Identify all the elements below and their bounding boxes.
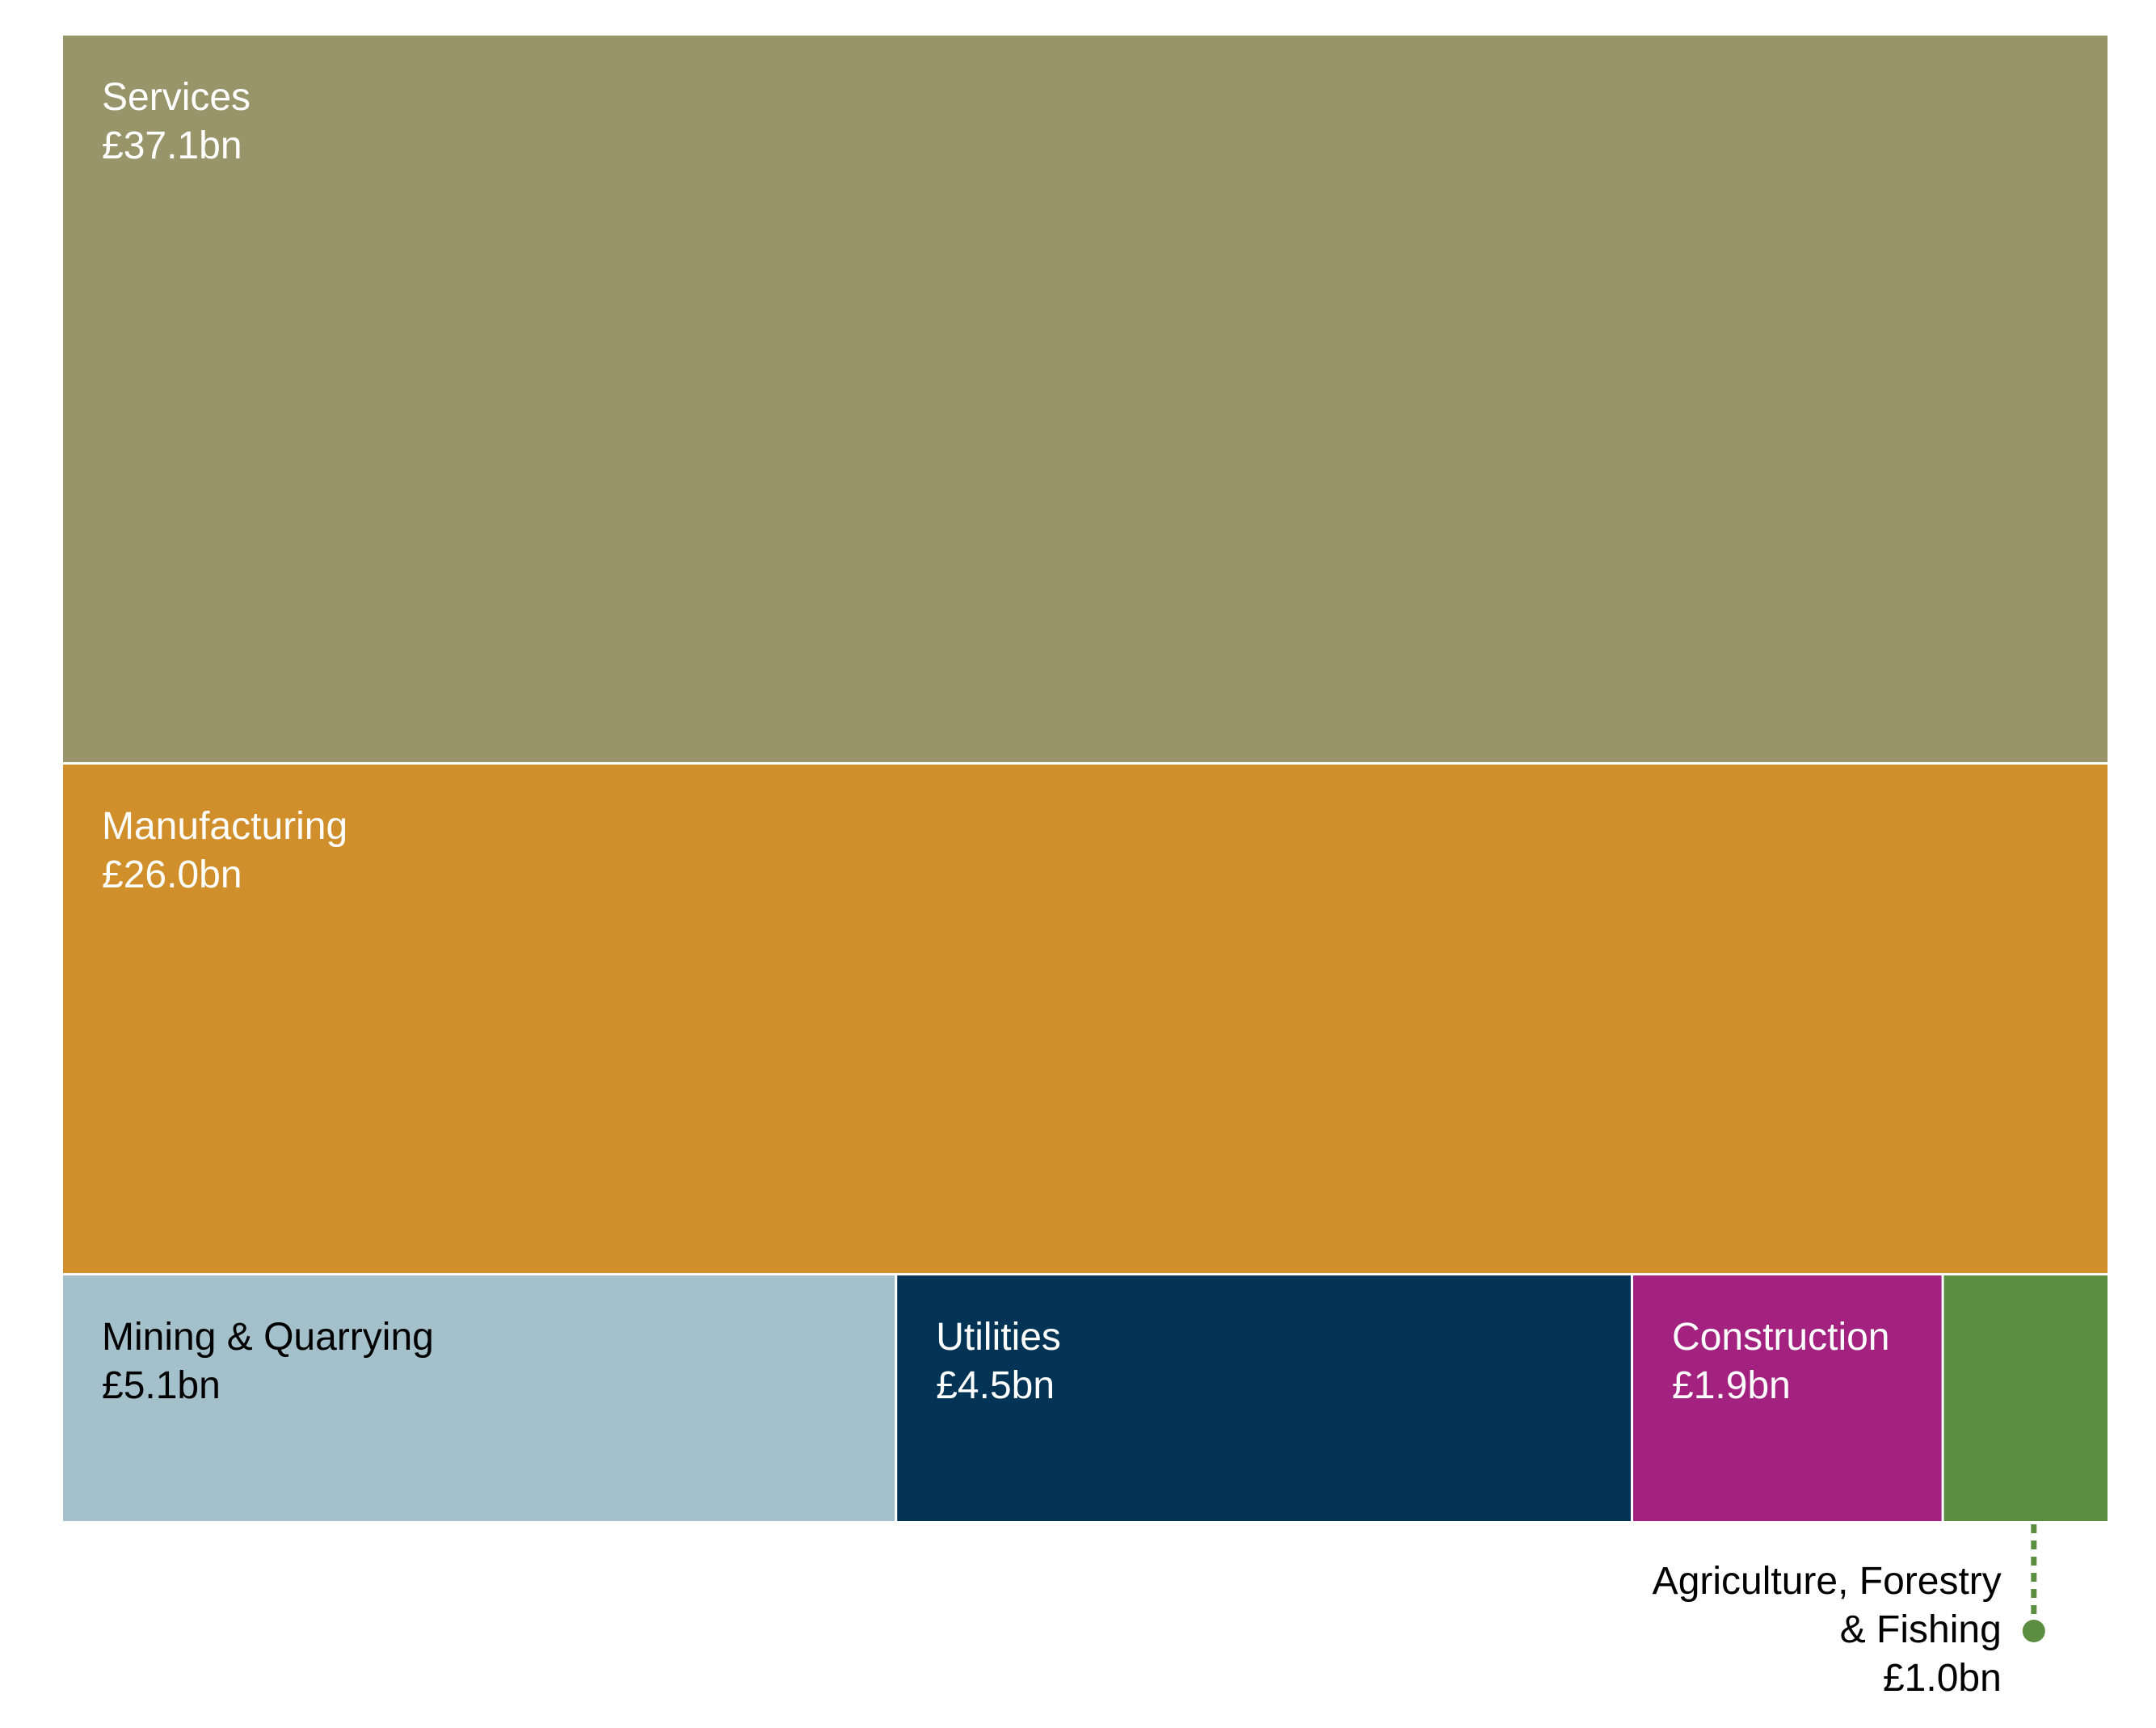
tile-value-utilities: £4.5bn: [936, 1364, 1055, 1407]
tile-mining-and-quarrying: Mining & Quarrying £5.1bn: [63, 1275, 895, 1521]
tile-label-mining-and-quarrying: Mining & Quarrying: [102, 1316, 434, 1359]
tile-label-utilities: Utilities: [936, 1316, 1061, 1359]
tile-rect-services: [63, 36, 2108, 762]
tile-value-manufacturing: £26.0bn: [102, 853, 242, 896]
callout-label-line-1: Agriculture, Forestry: [1653, 1560, 2002, 1603]
tile-rect-utilities: [897, 1275, 1632, 1521]
callout-dot: [2022, 1620, 2045, 1642]
tile-label-manufacturing: Manufacturing: [102, 805, 347, 848]
tile-services: Services £37.1bn: [63, 36, 2108, 762]
tile-utilities: Utilities £4.5bn: [897, 1275, 1632, 1521]
tile-value-mining-and-quarrying: £5.1bn: [102, 1364, 221, 1407]
tile-rect-manufacturing: [63, 764, 2108, 1274]
tile-value-services: £37.1bn: [102, 124, 242, 167]
tile-value-construction: £1.9bn: [1672, 1364, 1791, 1407]
tile-label-construction: Construction: [1672, 1316, 1889, 1359]
callout-value-agriculture-forestry-and-fishing: £1.0bn: [1883, 1657, 2002, 1700]
tile-rect-agriculture-forestry-and-fishing: [1943, 1275, 2108, 1521]
tile-manufacturing: Manufacturing £26.0bn: [63, 764, 2108, 1274]
tile-rect-construction: [1633, 1275, 1942, 1521]
tile-construction: Construction £1.9bn: [1633, 1275, 1942, 1521]
tile-label-services: Services: [102, 76, 251, 119]
tile-agriculture-forestry-and-fishing: Agriculture, Forestry & Fishing £1.0bn: [1653, 1275, 2108, 1700]
callout-label-line-2: & Fishing: [1840, 1608, 2002, 1651]
tile-rect-mining-and-quarrying: [63, 1275, 895, 1521]
